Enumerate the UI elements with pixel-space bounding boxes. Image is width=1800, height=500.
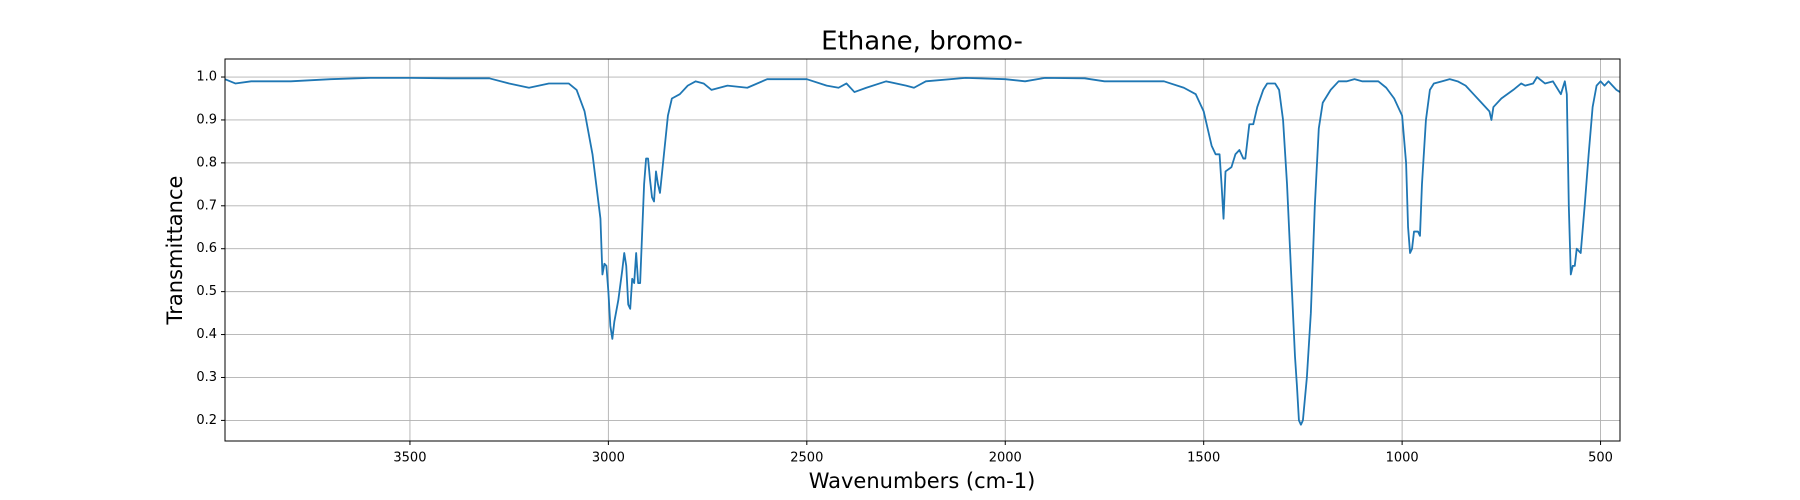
- spectrum-line: [224, 76, 1621, 426]
- y-tick-label: 0.8: [196, 155, 217, 170]
- plot-frame: [224, 58, 1621, 442]
- x-tick-label: 2000: [989, 451, 1022, 466]
- y-tick-label: 1.0: [196, 70, 217, 85]
- x-tick-label: 3500: [393, 451, 426, 466]
- y-tick-label: 0.9: [196, 112, 217, 127]
- y-tick-label: 0.2: [196, 413, 217, 428]
- y-tick-label: 0.4: [196, 327, 217, 342]
- chart-title: Ethane, bromo-: [821, 27, 1023, 57]
- y-tick-label: 0.7: [196, 198, 217, 213]
- y-tick-label: 0.3: [196, 370, 217, 385]
- x-tick-label: 500: [1588, 451, 1613, 466]
- x-tick-label: 2500: [790, 451, 823, 466]
- y-tick-label: 0.6: [196, 241, 217, 256]
- y-axis-label: Transmittance: [163, 176, 187, 326]
- x-tick-label: 1000: [1386, 451, 1419, 466]
- x-axis-label: Wavenumbers (cm-1): [809, 469, 1036, 493]
- y-tick-label: 0.5: [196, 284, 217, 299]
- x-tick-label: 1500: [1187, 451, 1220, 466]
- x-tick-label: 3000: [592, 451, 625, 466]
